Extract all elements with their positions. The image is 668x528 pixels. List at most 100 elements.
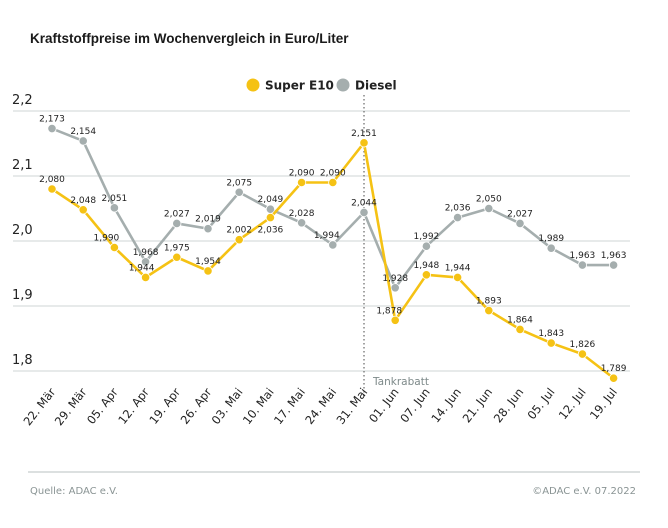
data-label: 1,963 [601,251,627,261]
data-label: 2,019 [195,215,221,225]
data-point [390,315,400,325]
data-point [172,218,182,229]
data-point [296,218,307,228]
data-point [577,349,588,359]
legend: Super E10 Diesel [246,78,397,93]
x-tick-label: 29. Mär [52,385,90,428]
data-label: 1,826 [570,340,596,350]
x-tick-label: 19. Jul [587,385,620,422]
x-tick-label: 07. Jun [397,385,433,425]
x-tick-label: 12. Jul [556,385,589,422]
data-label: 2,154 [70,127,96,137]
data-point [265,213,275,223]
data-label: 2,151 [351,129,377,139]
data-label: 2,036 [445,204,471,214]
data-point [141,257,151,267]
data-point [234,235,244,245]
data-label: 1,968 [133,248,159,258]
data-label: 2,002 [226,226,252,236]
series-lines: 2,173 2,154 2,051 1,968 2,027 2,019 2,075 2,049… [39,115,627,383]
data-label: 1,928 [382,274,408,284]
data-label: 2,027 [507,209,533,219]
data-point [172,252,182,262]
data-label: 1,893 [476,297,502,307]
data-label: 1,944 [445,263,471,273]
data-label: 2,075 [226,178,252,188]
x-tick-label: 14. Jun [428,385,464,425]
data-label: 1,994 [314,231,340,241]
data-label: 2,036 [258,226,284,236]
gridlines: 1,8 1,9 2,0 2,1 2,2 [12,93,630,372]
data-label: 2,044 [351,198,377,208]
chart-title: Kraftstoffpreise im Wochenvergleich in E… [30,31,349,46]
data-point [484,203,494,214]
data-label: 2,028 [289,209,315,219]
data-point [421,241,431,251]
x-tick-label: 05. Jul [524,385,557,422]
y-tick-label: 2,1 [12,158,33,173]
y-tick-label: 1,8 [12,353,33,368]
data-point [484,305,494,316]
data-label: 2,048 [70,196,96,206]
data-label: 2,080 [39,175,65,185]
copyright-text: ©ADAC e.V. 07.2022 [532,486,636,497]
data-point [203,224,213,234]
data-label: 2,049 [258,195,284,205]
source-text: Quelle: ADAC e.V. [30,486,118,497]
data-point [265,204,275,214]
data-point [109,242,120,253]
data-point [78,136,88,146]
data-label: 2,027 [164,209,190,219]
data-label: 1,975 [164,243,190,253]
x-tick-label: 03. Mai [209,385,246,427]
data-point [78,205,88,215]
data-point [452,272,463,282]
data-label: 1,989 [538,234,564,244]
x-tick-label: 31. Mai [333,385,370,427]
x-tick-label: 12. Apr [115,385,152,427]
data-point [546,338,556,348]
data-label: 1,789 [601,364,627,374]
data-point [421,270,431,280]
x-tick-label: 05. Apr [84,385,121,427]
data-point [515,218,525,229]
data-point [515,324,525,334]
data-point [47,123,57,134]
data-point [577,260,588,270]
data-point [203,266,213,276]
data-point [608,373,619,383]
annotation: Tankrabatt [363,95,429,398]
data-label: 2,090 [320,169,346,179]
data-label: 2,090 [289,169,315,179]
x-tick-label: 21. Jun [460,385,496,425]
x-tick-label: 19. Apr [146,385,183,427]
x-tick-label: 24. Mai [302,385,339,427]
x-tick-label: 26. Apr [178,385,215,427]
data-point [141,272,151,282]
data-label: 1,878 [376,306,402,316]
data-point [109,203,120,213]
data-label: 1,864 [507,315,533,325]
legend-marker [336,78,350,92]
data-point [359,207,369,217]
data-label: 2,051 [102,194,128,204]
data-label: 1,944 [129,263,155,273]
data-label: 1,954 [195,257,221,267]
data-point [359,138,369,148]
legend-marker [246,78,260,92]
data-point [47,184,57,194]
data-label: 1,992 [414,232,440,242]
data-label: 1,948 [414,261,440,271]
x-tick-label: 17. Mai [271,385,308,427]
data-point [452,213,463,223]
data-point [328,240,338,250]
y-tick-label: 2,2 [12,93,33,108]
data-point [328,177,338,188]
data-point [296,177,307,188]
legend-label: Super E10 [265,79,334,93]
data-label: 2,173 [39,115,65,125]
data-point [546,243,556,253]
